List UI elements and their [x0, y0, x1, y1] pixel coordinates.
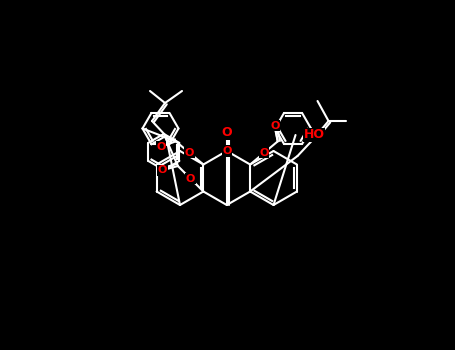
Text: O: O [158, 165, 167, 175]
Text: O: O [186, 174, 195, 184]
Text: O: O [270, 121, 280, 131]
Text: HO: HO [303, 128, 324, 141]
Text: O: O [222, 146, 232, 156]
Text: O: O [222, 126, 232, 140]
Text: O: O [185, 148, 194, 158]
Text: O: O [156, 142, 166, 152]
Text: O: O [259, 148, 268, 158]
